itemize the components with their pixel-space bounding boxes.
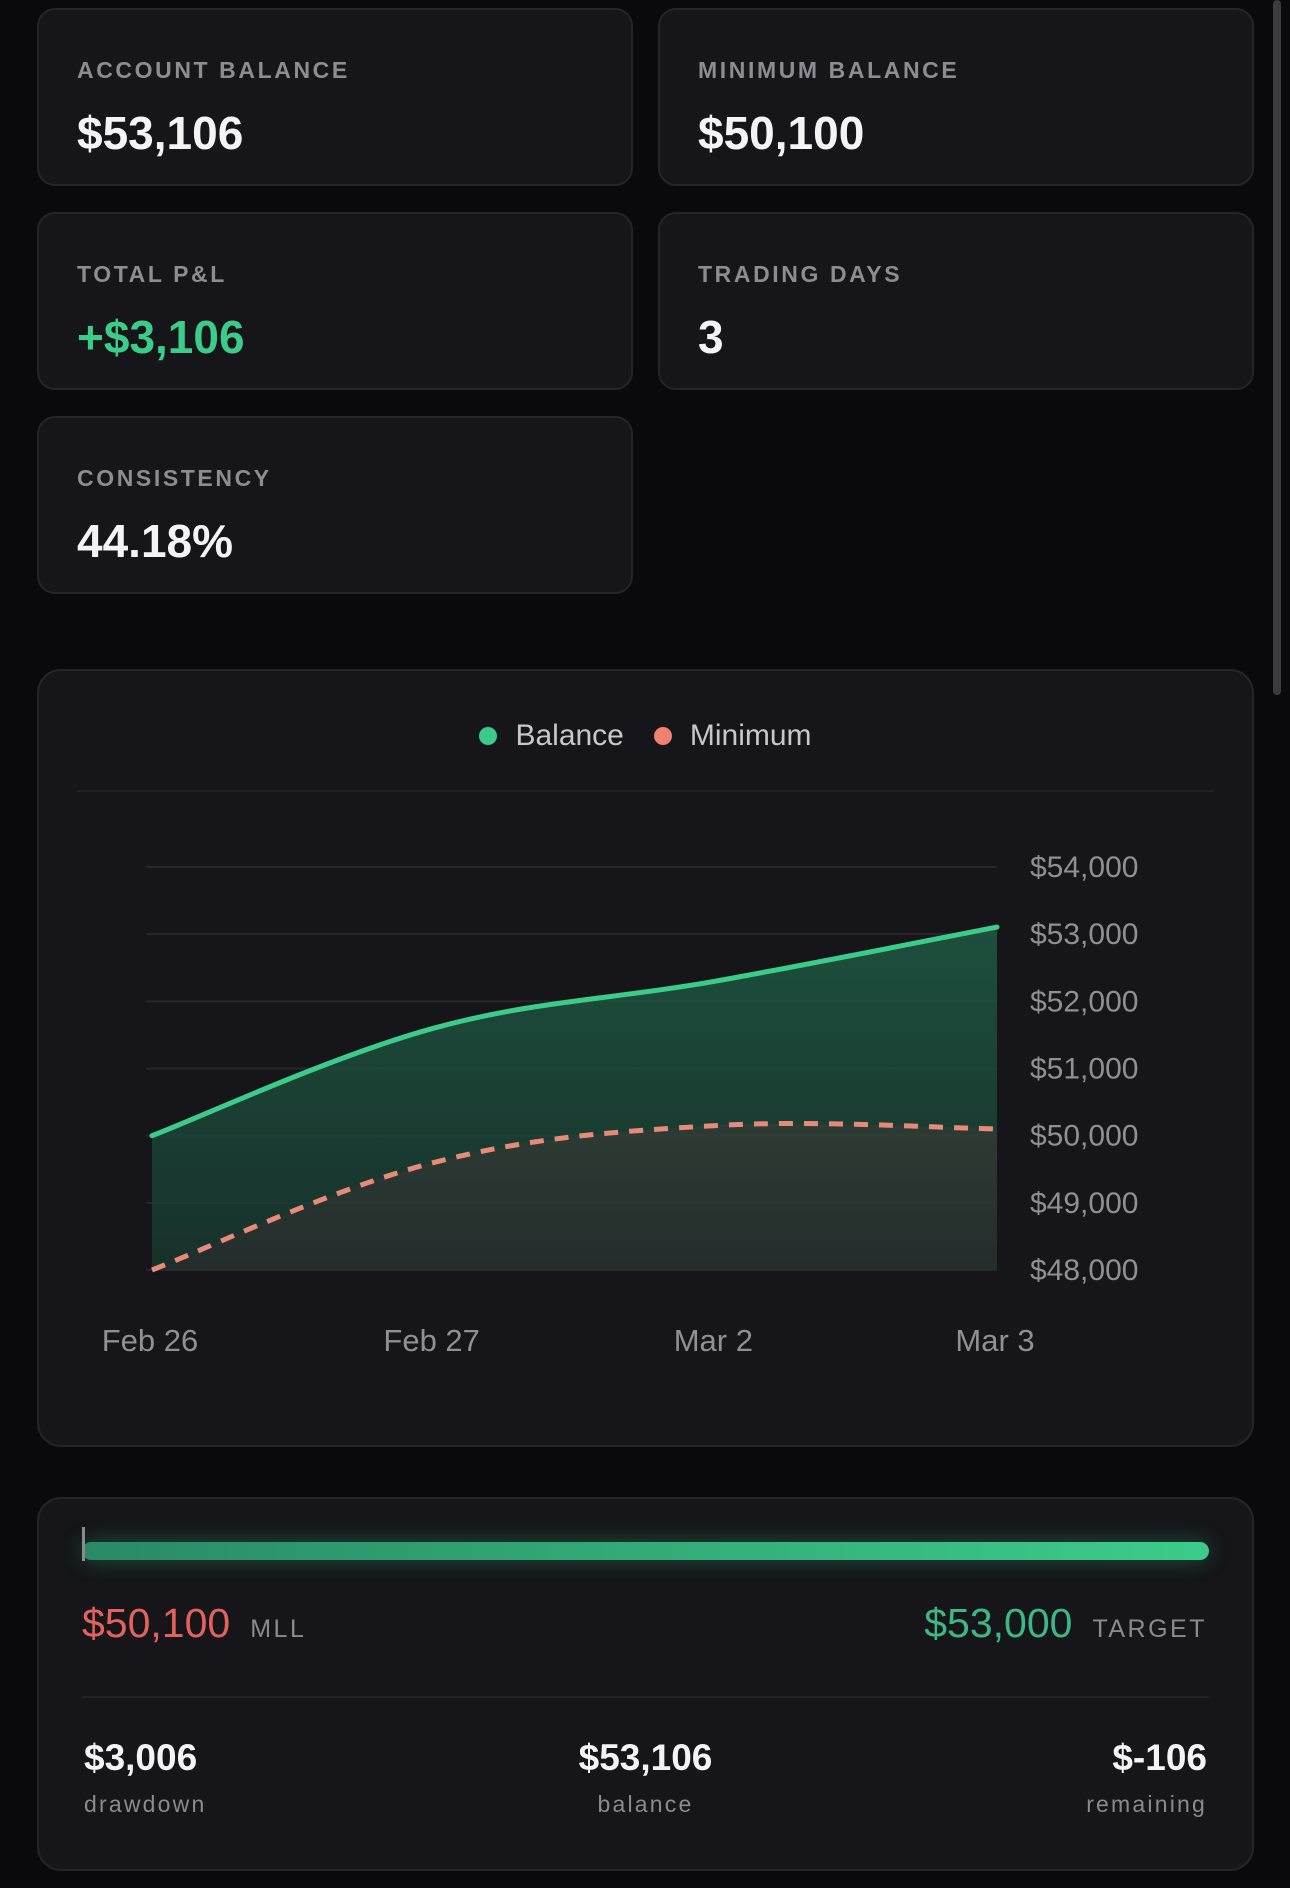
trading-days-value: 3 <box>698 311 724 363</box>
minimum-balance-card: MINIMUM BALANCE $50,100 <box>658 8 1254 186</box>
y-tick-label: $48,000 <box>1030 1254 1138 1287</box>
remaining-value: $-106 <box>1112 1737 1207 1778</box>
legend-divider <box>77 790 1214 792</box>
progress-fill <box>82 1542 1209 1560</box>
mll-value: $50,100 <box>82 1600 231 1646</box>
balance-metric-label: balance <box>597 1791 694 1817</box>
trading-days-card: TRADING DAYS 3 <box>658 212 1254 390</box>
remaining-metric: $-106 remaining <box>1086 1737 1207 1818</box>
y-tick-label: $49,000 <box>1030 1187 1138 1220</box>
mll-row: $50,100 MLL <box>82 1600 306 1647</box>
x-tick-label: Feb 26 <box>102 1323 199 1358</box>
account-balance-card: ACCOUNT BALANCE $53,106 <box>37 8 633 186</box>
x-tick-label: Feb 27 <box>383 1323 480 1358</box>
account-balance-label: ACCOUNT BALANCE <box>77 57 350 83</box>
series-line-balance <box>149 924 1000 1139</box>
target-value: $53,000 <box>924 1600 1073 1646</box>
balance-metric: $53,106 balance <box>39 1737 1252 1818</box>
progress-track <box>82 1542 1209 1560</box>
minimum-balance-value: $50,100 <box>698 107 865 159</box>
drawdown-metric: $3,006 drawdown <box>84 1737 206 1818</box>
remaining-label: remaining <box>1086 1791 1207 1817</box>
y-tick-label: $54,000 <box>1030 851 1138 884</box>
total-pnl-value: +$3,106 <box>77 311 245 363</box>
legend-label-balance: Balance <box>515 719 624 752</box>
legend-dot-balance <box>479 727 498 745</box>
chart-legend: Balance Minimum <box>39 719 1252 753</box>
drawdown-label: drawdown <box>84 1791 207 1817</box>
legend-label-minimum: Minimum <box>689 719 812 752</box>
consistency-card: CONSISTENCY 44.18% <box>37 416 633 594</box>
legend-item-balance[interactable]: Balance <box>479 719 624 753</box>
legend-dot-minimum <box>653 727 672 745</box>
balance-chart-card: Balance Minimum $54,000 $53 <box>37 669 1254 1447</box>
target-label: TARGET <box>1092 1615 1207 1643</box>
legend-item-minimum[interactable]: Minimum <box>653 719 812 753</box>
progress-start-marker <box>82 1527 85 1561</box>
trading-days-label: TRADING DAYS <box>698 261 903 287</box>
drawdown-value: $3,006 <box>84 1737 198 1778</box>
scrollbar-thumb[interactable] <box>1273 0 1281 695</box>
total-pnl-card: TOTAL P&L +$3,106 <box>37 212 633 390</box>
consistency-label: CONSISTENCY <box>77 465 272 491</box>
target-row: $53,000 TARGET <box>924 1600 1207 1647</box>
y-tick-label: $53,000 <box>1030 918 1138 951</box>
balance-metric-value: $53,106 <box>578 1737 713 1778</box>
balance-chart: $54,000 $53,000 $52,000 $51,000 $50,000 $49,0… <box>102 851 1139 1358</box>
area-minimum <box>152 1123 997 1270</box>
drawdown-progress-card: $50,100 MLL $53,000 TARGET $3,006 drawdo… <box>37 1497 1254 1871</box>
x-tick-label: Mar 2 <box>674 1323 753 1358</box>
progress-divider <box>82 1696 1209 1698</box>
account-balance-value: $53,106 <box>77 107 244 159</box>
scrollbar[interactable] <box>1271 0 1283 1888</box>
mll-label: MLL <box>250 1615 307 1643</box>
minimum-balance-label: MINIMUM BALANCE <box>698 57 960 83</box>
consistency-value: 44.18% <box>77 515 234 567</box>
y-tick-label: $52,000 <box>1030 985 1138 1018</box>
total-pnl-label: TOTAL P&L <box>77 261 227 287</box>
x-tick-label: Mar 3 <box>955 1323 1034 1358</box>
series-line-minimum <box>151 1120 998 1273</box>
y-tick-label: $51,000 <box>1030 1053 1138 1086</box>
y-tick-label: $50,000 <box>1030 1120 1138 1153</box>
